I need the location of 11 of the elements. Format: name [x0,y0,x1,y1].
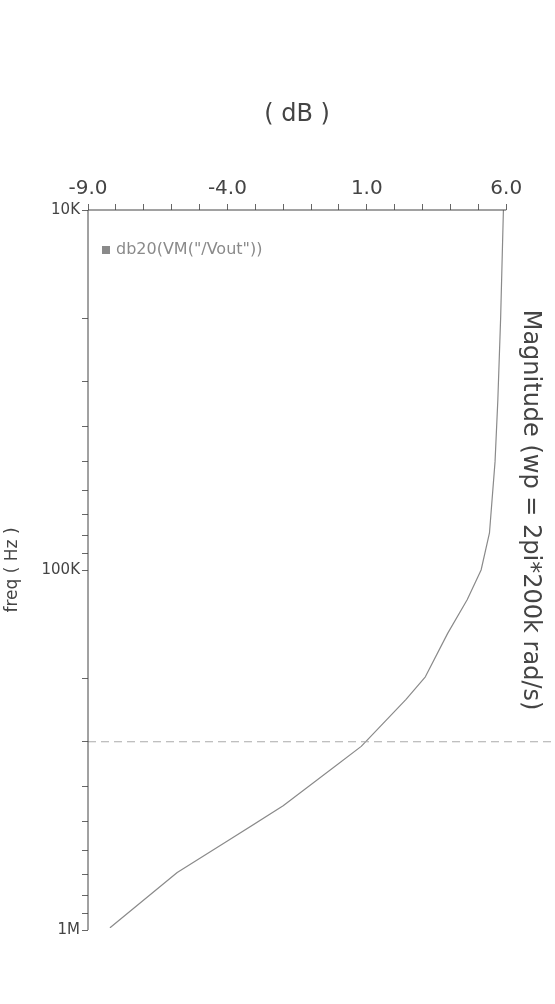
x-tick-label: 6.0 [490,175,523,200]
y-tick-label: 1M [57,919,80,938]
y-tick-label: 10K [51,199,82,218]
x-tick-label: -9.0 [68,175,108,200]
text: Magnitude (wp = 2pi*200k rad/s) [518,309,547,711]
x-tick-label: -4.0 [207,175,247,200]
x-tick-label: 1.0 [350,175,383,200]
y-axis-title: freq ( Hz ) [0,527,21,613]
x-axis-title: ( dB ) [264,98,330,127]
legend-label: db20(VM("/Vout")) [116,239,263,259]
y-tick-label: 100K [41,559,82,578]
